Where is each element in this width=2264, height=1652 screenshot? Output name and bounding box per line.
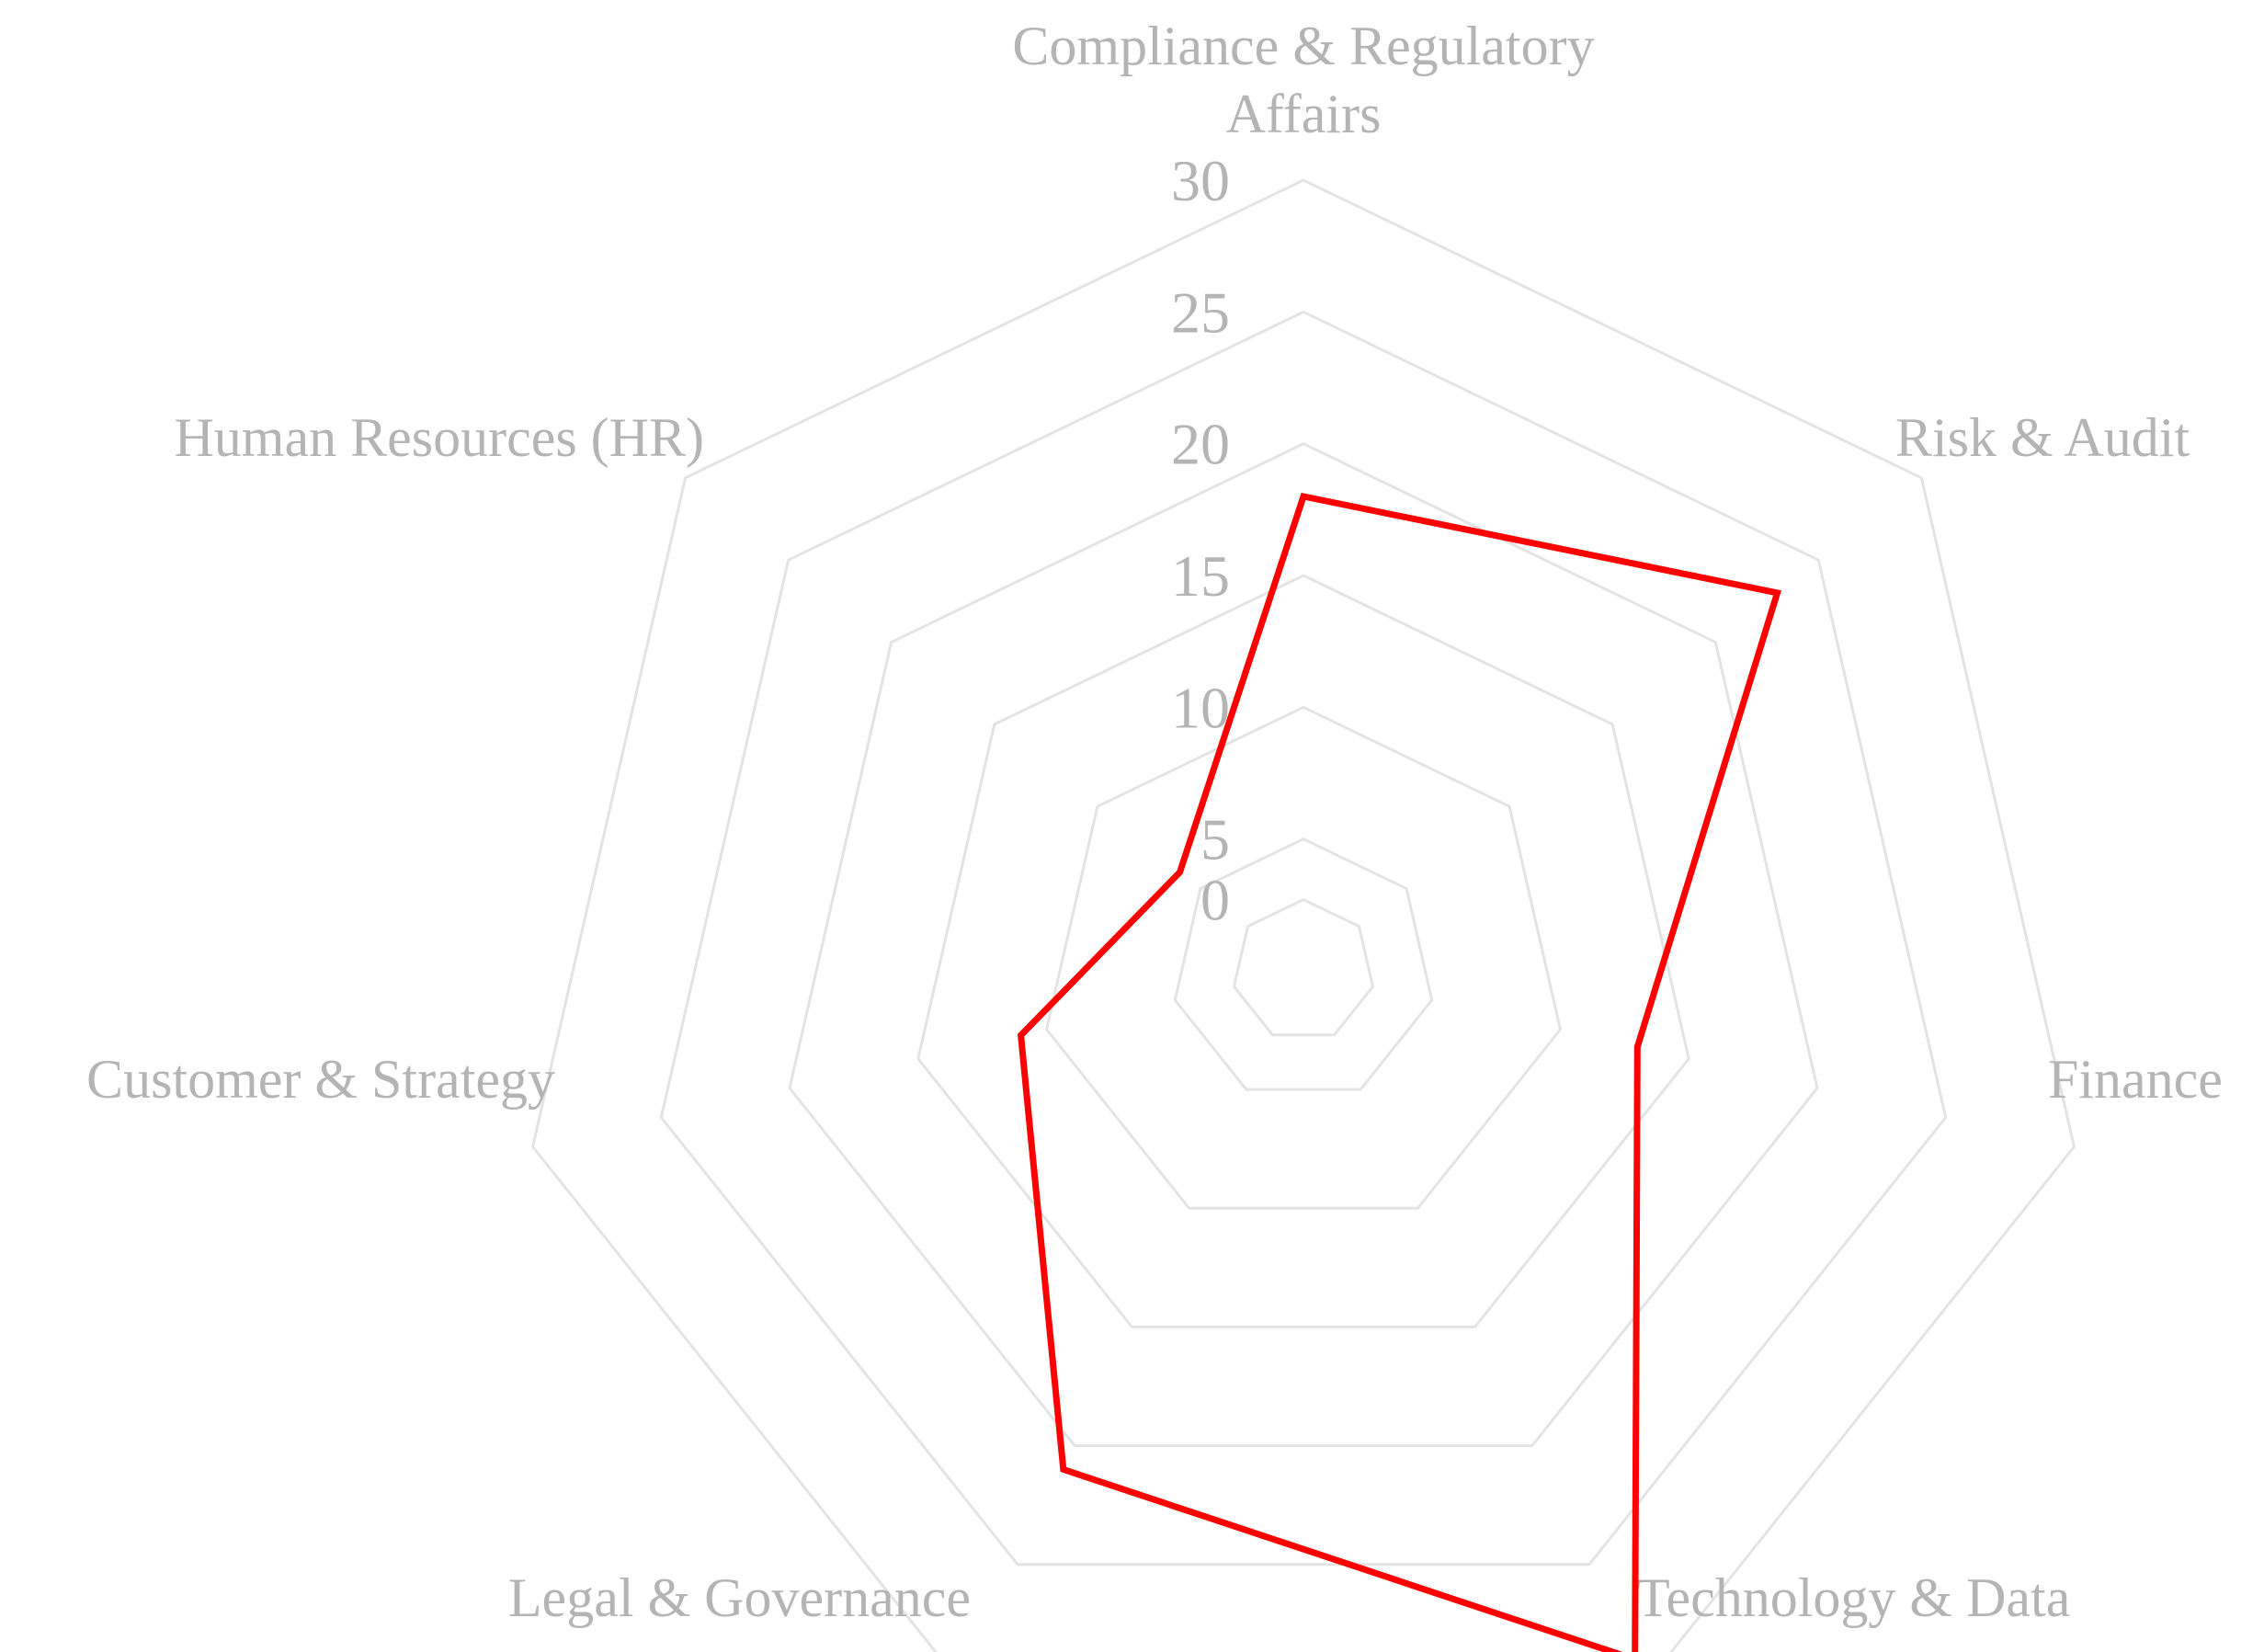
tick-label-0: 0 [1200, 868, 1230, 933]
tick-label-25: 25 [1171, 279, 1230, 345]
category-label-5: Customer & Strategy [86, 1049, 555, 1110]
grid-ring-20 [788, 442, 1819, 1448]
tick-label-15: 15 [1171, 543, 1230, 609]
grid-ring-15 [916, 574, 1690, 1328]
series-lines [1017, 492, 1781, 1652]
grid-ring-10 [1044, 705, 1563, 1210]
tick-label-5: 5 [1200, 807, 1230, 872]
series-line-0 [1017, 492, 1781, 1652]
category-label-1: Risk & Audit [1895, 407, 2190, 468]
radial-tick-labels: 05 10 15 20 25 30 [1171, 148, 1230, 933]
grid-rings [530, 178, 2076, 1652]
grid-ring-25 [659, 310, 1948, 1567]
category-label-3: Technology & Data [1636, 1567, 2070, 1628]
tick-label-20: 20 [1171, 412, 1230, 477]
tick-label-30: 30 [1171, 148, 1230, 213]
category-label-0: Compliance & Regulatory Affairs [1012, 16, 1594, 144]
category-labels: Compliance & Regulatory Affairs Risk & Aud… [86, 16, 2223, 1628]
grid-ring-5 [1173, 837, 1434, 1091]
category-label-4: Legal & Governance [508, 1567, 971, 1628]
grid-ring-30 [530, 178, 2076, 1652]
category-label-6: Human Resources (HR) [174, 407, 704, 468]
category-label-2: Finance [2048, 1049, 2223, 1110]
grid-ring-0 [1232, 897, 1375, 1037]
tick-label-10: 10 [1171, 675, 1230, 740]
